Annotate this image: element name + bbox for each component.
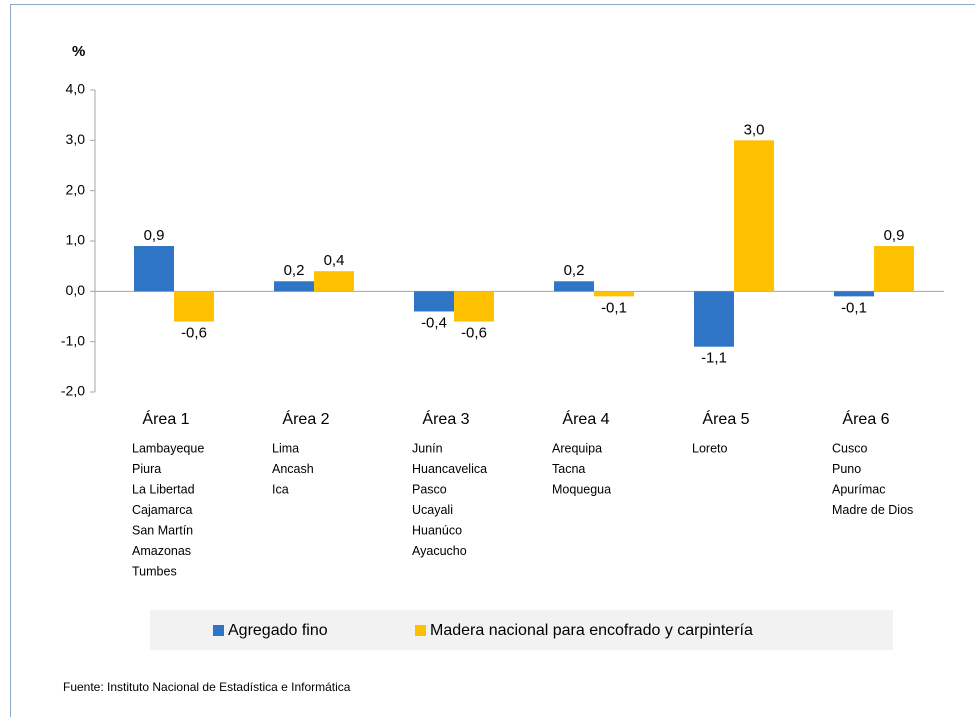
region-label: Ancash <box>272 462 314 476</box>
x-tick-label: Área 5 <box>702 409 749 428</box>
x-tick-label: Área 3 <box>422 409 469 428</box>
value-label: -0,1 <box>841 299 867 316</box>
bar <box>594 291 634 297</box>
bar <box>554 281 594 292</box>
region-label: Cajamarca <box>132 503 192 517</box>
region-label: Loreto <box>692 441 727 455</box>
value-label: -0,4 <box>421 314 447 331</box>
legend-swatch <box>415 625 426 636</box>
y-tick-label: 4,0 <box>66 81 86 97</box>
region-label: Junín <box>412 441 443 455</box>
region-label: Apurímac <box>832 482 886 496</box>
bar <box>694 291 734 347</box>
region-label: La Libertad <box>132 482 195 496</box>
frame <box>10 4 975 717</box>
x-tick-label: Área 6 <box>842 409 889 428</box>
value-label: -0,6 <box>181 325 207 342</box>
region-label: Tumbes <box>132 564 177 578</box>
value-label: 0,4 <box>324 252 345 269</box>
region-label: Huancavelica <box>412 462 487 476</box>
value-label: 0,9 <box>144 227 165 244</box>
legend-box <box>150 610 893 650</box>
legend-swatch <box>213 625 224 636</box>
x-tick-label: Área 4 <box>562 409 609 428</box>
region-label: Ucayali <box>412 503 453 517</box>
source: Fuente: Instituto Nacional de Estadístic… <box>63 680 351 694</box>
region-label: Ayacucho <box>412 544 467 558</box>
region-label: Moquegua <box>552 482 611 496</box>
region-label: Pasco <box>412 482 447 496</box>
legend-label: Agregado fino <box>228 622 328 639</box>
region-label: Tacna <box>552 462 585 476</box>
value-label: -1,1 <box>701 350 727 367</box>
region-label: Amazonas <box>132 544 191 558</box>
region-label: Cusco <box>832 441 867 455</box>
value-label: 0,2 <box>564 262 585 279</box>
region-label: Huanúco <box>412 523 462 537</box>
bar <box>314 271 354 292</box>
y-tick-label: -1,0 <box>61 332 85 348</box>
y-tick-label: -2,0 <box>61 383 85 399</box>
region-label: Ica <box>272 482 289 496</box>
value-label: 0,9 <box>884 227 905 244</box>
region-label: Madre de Dios <box>832 503 913 517</box>
x-tick-label: Área 2 <box>282 409 329 428</box>
bar <box>734 140 774 292</box>
bar <box>874 246 914 292</box>
y-tick-label: 0,0 <box>66 282 86 298</box>
value-label: 3,0 <box>744 121 765 138</box>
region-label: Piura <box>132 462 161 476</box>
y-tick-label: 3,0 <box>66 131 86 147</box>
y-axis-label: % <box>72 43 85 60</box>
bar <box>274 281 314 292</box>
y-tick-label: 2,0 <box>66 181 86 197</box>
region-label: Arequipa <box>552 441 602 455</box>
legend-label: Madera nacional para encofrado y carpint… <box>430 622 753 639</box>
value-label: -0,6 <box>461 325 487 342</box>
y-tick-label: 1,0 <box>66 232 86 248</box>
bar <box>134 246 174 292</box>
bar <box>834 291 874 297</box>
bar <box>454 291 494 322</box>
bar <box>414 291 454 312</box>
region-label: San Martín <box>132 523 193 537</box>
region-label: Lima <box>272 441 299 455</box>
x-tick-label: Área 1 <box>142 409 189 428</box>
value-label: -0,1 <box>601 299 627 316</box>
bar <box>174 291 214 322</box>
value-label: 0,2 <box>284 262 305 279</box>
region-label: Lambayeque <box>132 441 204 455</box>
region-label: Puno <box>832 462 861 476</box>
